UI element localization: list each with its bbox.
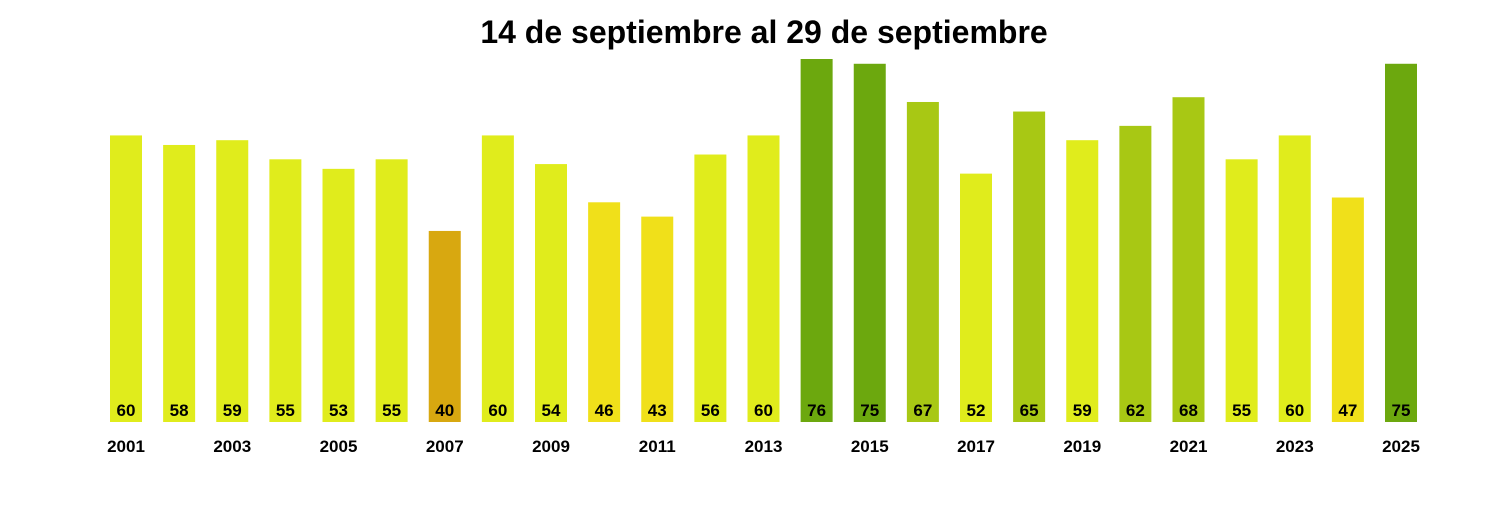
chart-title: 14 de septiembre al 29 de septiembre (480, 14, 1047, 50)
data-label-2015: 75 (860, 401, 879, 420)
data-label-2017: 52 (967, 401, 986, 420)
x-tick-label-2021: 2021 (1170, 437, 1208, 456)
bar-2021 (1172, 97, 1205, 423)
data-label-2012: 56 (701, 401, 720, 420)
bar-2022 (1225, 159, 1258, 423)
data-label-2011: 43 (648, 401, 667, 420)
data-label-2008: 60 (488, 401, 507, 420)
x-tick-label-2009: 2009 (532, 437, 570, 456)
x-tick-label-2023: 2023 (1276, 437, 1314, 456)
bar-2013 (747, 135, 780, 422)
bar-2011 (641, 216, 674, 422)
data-label-2006: 55 (382, 401, 401, 420)
x-tick-label-2001: 2001 (107, 437, 145, 456)
data-label-2023: 60 (1285, 401, 1304, 420)
bar-2008 (481, 135, 514, 422)
data-label-2004: 55 (276, 401, 295, 420)
bar-2018 (1013, 111, 1046, 422)
bar-2025 (1385, 63, 1417, 423)
bar-2019 (1066, 140, 1099, 422)
data-label-2013: 60 (754, 401, 773, 420)
data-label-2010: 46 (595, 401, 614, 420)
data-label-2003: 59 (223, 401, 242, 420)
x-tick-label-2005: 2005 (320, 437, 358, 456)
bar-2003 (216, 140, 249, 422)
data-label-2024: 47 (1338, 401, 1357, 420)
data-label-2022: 55 (1232, 401, 1251, 420)
data-label-2019: 59 (1073, 401, 1092, 420)
bar-2010 (588, 202, 621, 422)
bar-2015 (853, 63, 886, 423)
bar-2006 (375, 159, 408, 423)
data-label-2018: 65 (1020, 401, 1039, 420)
data-label-2014: 76 (807, 401, 826, 420)
bar-2012 (694, 154, 727, 423)
bar-2009 (535, 164, 567, 422)
data-label-2021: 68 (1179, 401, 1198, 420)
x-tick-label-2013: 2013 (745, 437, 783, 456)
data-label-2005: 53 (329, 401, 348, 420)
x-tick-label-2015: 2015 (851, 437, 889, 456)
bar-2020 (1119, 125, 1152, 423)
data-label-2016: 67 (913, 401, 932, 420)
x-tick-label-2019: 2019 (1063, 437, 1101, 456)
x-tick-label-2007: 2007 (426, 437, 464, 456)
data-label-2025: 75 (1392, 401, 1411, 420)
bar-2016 (906, 101, 939, 422)
x-tick-label-2011: 2011 (639, 437, 676, 456)
x-tick-label-2017: 2017 (957, 437, 995, 456)
data-label-2007: 40 (435, 401, 454, 420)
bar-2002 (163, 144, 196, 422)
bar-2024 (1331, 197, 1364, 422)
data-label-2020: 62 (1126, 401, 1145, 420)
bar-2007 (428, 230, 461, 422)
bar-2005 (322, 168, 355, 422)
bar-2023 (1278, 135, 1311, 422)
x-tick-label-2025: 2025 (1382, 437, 1420, 456)
bar-2017 (960, 173, 992, 422)
x-tick-label-2003: 2003 (213, 437, 251, 456)
data-label-2009: 54 (542, 401, 561, 420)
bar-2014 (800, 59, 833, 422)
data-label-2001: 60 (117, 401, 136, 420)
bar-2001 (110, 135, 142, 422)
data-label-2002: 58 (170, 401, 189, 420)
bar-2004 (269, 159, 302, 423)
